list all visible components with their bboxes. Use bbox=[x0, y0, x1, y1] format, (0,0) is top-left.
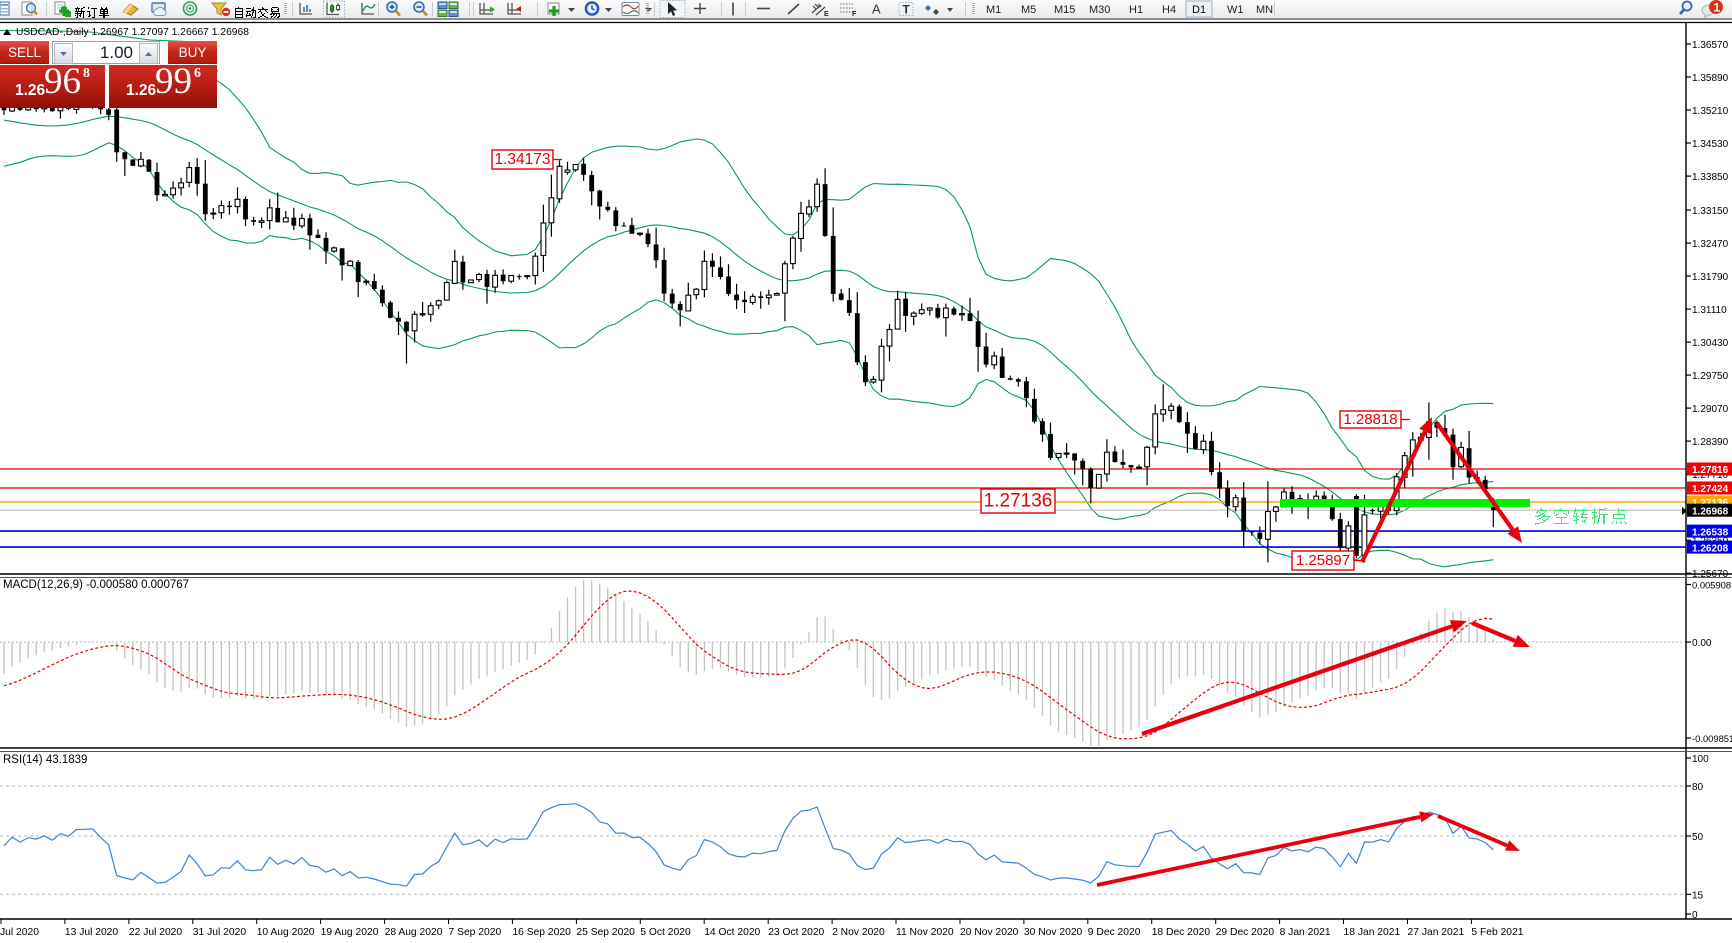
svg-text:USDCAD-,Daily 1.26967 1.27097: USDCAD-,Daily 1.26967 1.27097 1.26667 1.… bbox=[16, 27, 249, 38]
svg-text:1.28390: 1.28390 bbox=[1692, 437, 1729, 448]
svg-text:11 Nov 2020: 11 Nov 2020 bbox=[896, 927, 954, 938]
svg-text:8 Jan 2021: 8 Jan 2021 bbox=[1280, 927, 1331, 938]
svg-text:80: 80 bbox=[1692, 782, 1704, 793]
svg-text:20 Nov 2020: 20 Nov 2020 bbox=[960, 927, 1019, 938]
svg-text:1.35890: 1.35890 bbox=[1692, 73, 1729, 84]
svg-text:1.34173: 1.34173 bbox=[494, 151, 550, 168]
svg-text:28 Aug 2020: 28 Aug 2020 bbox=[385, 927, 443, 938]
svg-text:7 Sep 2020: 7 Sep 2020 bbox=[449, 927, 502, 938]
svg-text:100: 100 bbox=[1692, 754, 1709, 765]
svg-text:9 Dec 2020: 9 Dec 2020 bbox=[1088, 927, 1141, 938]
svg-text:1.32470: 1.32470 bbox=[1692, 239, 1729, 250]
svg-text:25 Sep 2020: 25 Sep 2020 bbox=[576, 927, 635, 938]
svg-text:MACD(12,26,9) -0.000580 0.0007: MACD(12,26,9) -0.000580 0.000767 bbox=[3, 579, 189, 591]
svg-text:1.29070: 1.29070 bbox=[1692, 404, 1729, 415]
svg-text:E: E bbox=[824, 11, 829, 18]
svg-text:1.30430: 1.30430 bbox=[1692, 338, 1729, 349]
svg-text:1.31790: 1.31790 bbox=[1692, 272, 1729, 283]
svg-text:D1: D1 bbox=[1192, 4, 1206, 16]
svg-text:1.36570: 1.36570 bbox=[1692, 40, 1729, 51]
svg-text:1.33850: 1.33850 bbox=[1692, 172, 1729, 183]
svg-text:10 Aug 2020: 10 Aug 2020 bbox=[257, 927, 315, 938]
svg-text:13 Jul 2020: 13 Jul 2020 bbox=[65, 927, 119, 938]
svg-text:16 Sep 2020: 16 Sep 2020 bbox=[512, 927, 571, 938]
svg-text:1.27710: 1.27710 bbox=[1692, 470, 1729, 481]
svg-text:MN: MN bbox=[1256, 4, 1273, 16]
svg-text:RSI(14) 43.1839: RSI(14) 43.1839 bbox=[3, 754, 87, 766]
svg-text:5 Oct 2020: 5 Oct 2020 bbox=[640, 927, 691, 938]
svg-text:15: 15 bbox=[1692, 890, 1704, 901]
svg-text:M1: M1 bbox=[986, 4, 1001, 16]
svg-text:M30: M30 bbox=[1089, 4, 1110, 16]
svg-text:1.35210: 1.35210 bbox=[1692, 106, 1729, 117]
svg-text:5 Feb 2021: 5 Feb 2021 bbox=[1471, 927, 1523, 938]
svg-text:19 Aug 2020: 19 Aug 2020 bbox=[321, 927, 379, 938]
svg-text:1.25897: 1.25897 bbox=[1296, 552, 1350, 569]
svg-text:18 Dec 2020: 18 Dec 2020 bbox=[1152, 927, 1211, 938]
svg-text:1.34530: 1.34530 bbox=[1692, 139, 1729, 150]
svg-text:1.28818: 1.28818 bbox=[1343, 411, 1397, 428]
svg-text:0.00: 0.00 bbox=[1692, 638, 1712, 649]
svg-text:23 Oct 2020: 23 Oct 2020 bbox=[768, 927, 824, 938]
svg-text:H1: H1 bbox=[1129, 4, 1143, 16]
svg-text:0.005908: 0.005908 bbox=[1692, 580, 1731, 591]
svg-text:1.31110: 1.31110 bbox=[1692, 305, 1727, 316]
svg-text:H4: H4 bbox=[1162, 4, 1176, 16]
svg-text:W1: W1 bbox=[1227, 4, 1244, 16]
svg-text:1.33150: 1.33150 bbox=[1692, 206, 1729, 217]
svg-text:22 Jul 2020: 22 Jul 2020 bbox=[129, 927, 183, 938]
svg-text:-0.009851: -0.009851 bbox=[1692, 733, 1732, 744]
svg-text:1: 1 bbox=[1714, 1, 1721, 15]
svg-text:2 Nov 2020: 2 Nov 2020 bbox=[832, 927, 885, 938]
svg-text:M5: M5 bbox=[1021, 4, 1036, 16]
svg-text:30 Nov 2020: 30 Nov 2020 bbox=[1024, 927, 1083, 938]
svg-text:F: F bbox=[852, 11, 857, 18]
svg-text:29 Dec 2020: 29 Dec 2020 bbox=[1216, 927, 1275, 938]
svg-text:Jul 2020: Jul 2020 bbox=[0, 927, 39, 938]
svg-text:1.26208: 1.26208 bbox=[1692, 543, 1729, 554]
svg-text:A: A bbox=[872, 2, 881, 17]
svg-text:1.27816: 1.27816 bbox=[1692, 465, 1729, 476]
svg-text:1.26968: 1.26968 bbox=[1692, 506, 1729, 517]
svg-text:M15: M15 bbox=[1054, 4, 1075, 16]
svg-text:T: T bbox=[903, 3, 911, 17]
svg-text:27 Jan 2021: 27 Jan 2021 bbox=[1408, 927, 1465, 938]
svg-text:1.27424: 1.27424 bbox=[1692, 484, 1729, 495]
svg-text:1.27136: 1.27136 bbox=[984, 491, 1053, 512]
svg-text:1.26538: 1.26538 bbox=[1692, 527, 1729, 538]
svg-text:0: 0 bbox=[1692, 910, 1698, 921]
svg-text:1.29750: 1.29750 bbox=[1692, 371, 1729, 382]
svg-text:14 Oct 2020: 14 Oct 2020 bbox=[704, 927, 760, 938]
svg-text:18 Jan 2021: 18 Jan 2021 bbox=[1344, 927, 1401, 938]
svg-text:31 Jul 2020: 31 Jul 2020 bbox=[193, 927, 247, 938]
svg-text:50: 50 bbox=[1692, 832, 1704, 843]
